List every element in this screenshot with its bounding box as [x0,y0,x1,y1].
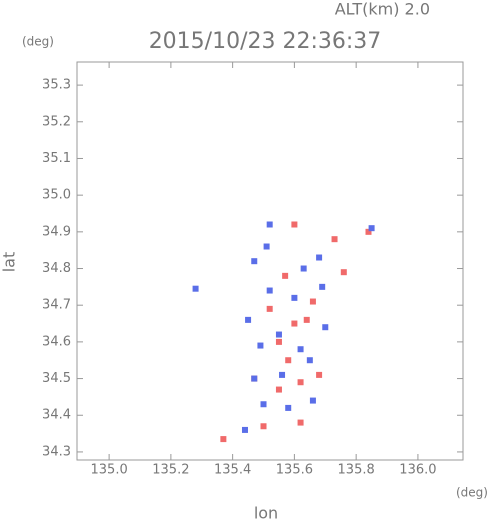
y-tick-label: 34.7 [42,298,71,313]
y-tick-label: 34.9 [42,224,71,239]
data-cell [263,243,270,250]
data-cell [365,228,372,235]
y-tick-label: 35.2 [42,114,71,129]
data-cell [285,404,292,411]
data-cell [368,225,375,232]
data-cell [275,386,282,393]
data-cell [192,285,199,292]
data-cell [251,375,258,382]
x-tick-label: 135.8 [338,463,375,478]
data-cell [303,316,310,323]
y-tick-label: 35.0 [42,188,71,203]
x-tick-label: 135.2 [152,463,189,478]
data-cell [316,371,323,378]
data-cell [245,316,252,323]
data-cell [266,221,273,228]
y-tick-label: 35.3 [42,78,71,93]
data-cell [331,236,338,243]
data-cell [266,287,273,294]
data-cell [275,338,282,345]
data-cell [220,436,227,443]
data-cell [251,258,258,265]
data-cell [275,331,282,338]
chart-subtitle: ALT(km) 2.0 [335,0,430,19]
data-cell [260,423,267,430]
data-cell [300,265,307,272]
y-axis-label: lat [0,252,19,273]
data-cell [266,305,273,312]
y-tick-label: 34.3 [42,444,71,459]
data-cell [309,397,316,404]
chart-title: 2015/10/23 22:36:37 [149,29,382,54]
y-unit: (deg) [22,35,54,49]
y-tick-label: 35.1 [42,151,71,166]
data-cell [306,357,313,364]
y-tick-label: 34.4 [42,408,71,423]
x-axis-label: lon [254,504,278,522]
data-cell [291,320,298,327]
data-cell [279,371,286,378]
data-cell [291,294,298,301]
data-cell [241,426,248,433]
data-cell [291,221,298,228]
x-tick-label: 135.6 [276,463,313,478]
data-cell [260,401,267,408]
y-tick-label: 34.8 [42,261,71,276]
x-unit: (deg) [456,486,488,500]
x-tick-label: 135.0 [91,463,128,478]
data-cell [285,357,292,364]
data-cell [322,324,329,331]
data-cell [309,298,316,305]
data-cell [316,254,323,261]
data-cell [340,269,347,276]
x-tick-label: 135.4 [214,463,251,478]
data-cell [297,419,304,426]
data-cell [319,283,326,290]
y-tick-label: 34.6 [42,334,71,349]
x-tick-label: 136.0 [399,463,436,478]
plot-frame [76,61,464,461]
data-cell [282,272,289,279]
y-tick-label: 34.5 [42,371,71,386]
data-cell [257,342,264,349]
data-cell [297,379,304,386]
data-cell [297,346,304,353]
